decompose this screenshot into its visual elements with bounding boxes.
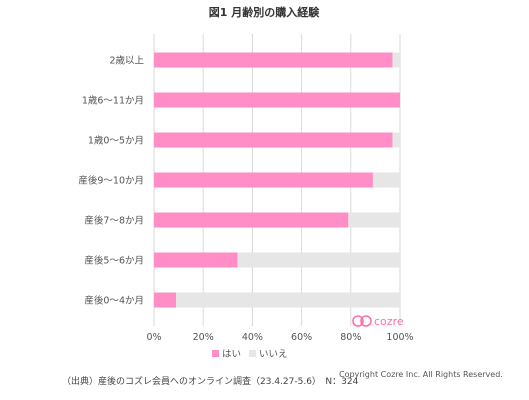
bar-no: [392, 52, 400, 68]
chart-title: 図1 月齢別の購入経験: [209, 5, 320, 19]
legend-swatch-no: [249, 350, 256, 357]
bars: [154, 52, 400, 308]
x-tick-label: 80%: [340, 332, 361, 343]
x-tick-label: 60%: [291, 332, 312, 343]
bar-yes: [154, 52, 393, 68]
cozre-logo: cozre: [352, 315, 404, 328]
bar-yes: [154, 252, 238, 268]
category-label: 産後9～10か月: [78, 175, 144, 187]
logo-ring-right: [360, 315, 372, 327]
category-label: 2歳以上: [109, 55, 144, 67]
logo-ring-left: [352, 315, 364, 327]
bar-yes: [154, 212, 349, 228]
legend-label-yes: はい: [222, 349, 241, 360]
legend-label-no: いいえ: [259, 349, 288, 360]
source-note: （出典）産後のコズレ会員へのオンライン調査（23.4.27-5.6） N：324: [62, 375, 359, 387]
category-labels: 2歳以上 1歳6～11か月 1歳0～5か月産後9～10か月産後7～8か月産後5～6か…: [78, 55, 144, 307]
bar-no: [348, 212, 400, 228]
x-tick-label: 20%: [193, 332, 214, 343]
category-label: 1歳6～11か月: [82, 95, 144, 107]
bar-yes: [154, 132, 393, 148]
category-label: 産後7～8か月: [84, 215, 144, 227]
category-label: 産後5～6か月: [84, 255, 144, 267]
category-label: 産後0～4か月: [84, 295, 144, 307]
x-tick-label: 0%: [146, 332, 161, 343]
legend-swatch-yes: [212, 350, 219, 357]
bar-yes: [154, 172, 373, 188]
bar-yes: [154, 92, 400, 108]
bar-no: [392, 132, 400, 148]
bar-no: [237, 252, 400, 268]
copyright-text: Copyright Cozre Inc. All Rights Reserved…: [339, 370, 503, 379]
x-tick-labels: 0% 20% 40% 60% 80% 100%: [146, 332, 413, 343]
bar-no: [176, 292, 400, 308]
category-label: 1歳0～5か月: [88, 135, 144, 147]
legend: はい いいえ: [212, 349, 288, 360]
logo-text: cozre: [374, 315, 404, 328]
bar-yes: [154, 292, 177, 308]
x-tick-label: 40%: [242, 332, 263, 343]
x-tick-label: 100%: [386, 332, 413, 343]
bar-no: [372, 172, 400, 188]
